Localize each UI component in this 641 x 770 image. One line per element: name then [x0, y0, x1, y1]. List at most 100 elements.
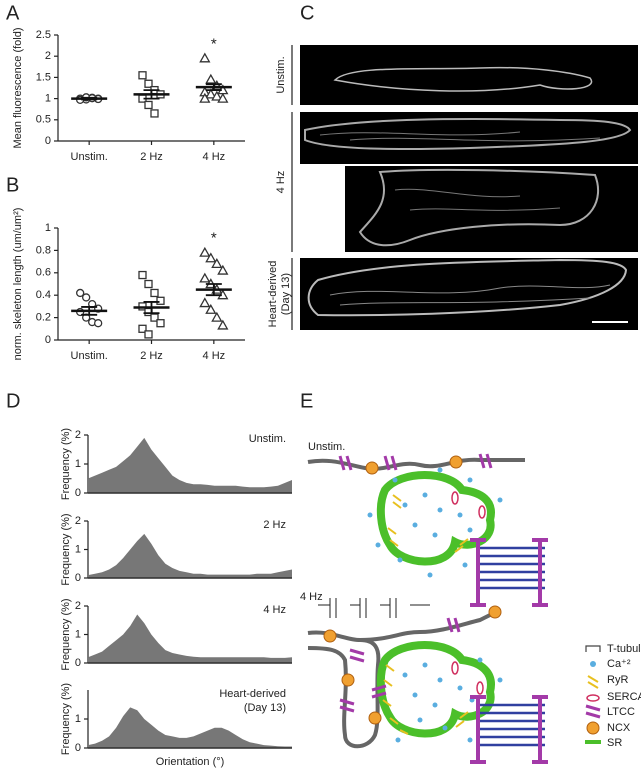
y-tick-label: 0 — [75, 742, 81, 754]
y-axis-label: Frequency (%) — [60, 513, 72, 585]
chart-subtitle: (Day 13) — [244, 702, 286, 714]
y-tick-label: 0 — [75, 487, 81, 499]
y-tick-label: 2 — [75, 600, 81, 612]
data-point — [150, 288, 159, 298]
y-tick-label: 1 — [75, 543, 81, 555]
micrographs — [291, 45, 638, 330]
data-point — [76, 288, 85, 298]
y-tick-label: 1 — [45, 222, 51, 234]
x-tick-label: 2 Hz — [140, 350, 163, 362]
y-tick-label: 2 — [75, 429, 81, 441]
y-axis-label: Frequency (%) — [60, 683, 72, 755]
data-point — [156, 296, 165, 305]
data-point — [199, 272, 211, 283]
data-point — [205, 303, 217, 314]
data-point — [205, 88, 217, 99]
image-label: Heart-derived — [267, 261, 279, 328]
data-point — [138, 71, 147, 80]
data-point — [150, 313, 159, 322]
legend-label: SR — [607, 737, 622, 749]
data-point — [156, 319, 165, 328]
legend-label: Ca⁺² — [607, 658, 631, 670]
y-tick-label: 0.2 — [36, 312, 51, 324]
y-tick-label: 0 — [45, 334, 51, 346]
data-point — [144, 330, 153, 339]
x-tick-label: Unstim. — [71, 350, 108, 362]
error-bar — [143, 89, 160, 100]
histogram-area — [88, 614, 292, 663]
y-tick-label: 0 — [75, 657, 81, 669]
data-point — [138, 270, 147, 280]
data-point — [150, 109, 159, 118]
histogram-area — [88, 707, 292, 748]
y-axis-label: Frequency (%) — [60, 598, 72, 670]
y-tick-label: 1 — [75, 713, 81, 725]
data-point — [217, 264, 229, 275]
x-tick-label: Unstim. — [71, 151, 108, 163]
chart-title: 4 Hz — [263, 604, 286, 616]
y-axis-label: norm. skeleton length (um/um²) — [12, 208, 24, 361]
condition-label: 4 Hz — [300, 591, 323, 603]
condition-label: Unstim. — [308, 441, 345, 453]
data-point — [217, 92, 229, 103]
data-point — [144, 100, 153, 110]
panel-label: B — [6, 174, 19, 196]
panel-label: A — [6, 2, 20, 24]
data-point — [138, 324, 147, 333]
image-label: (Day 13) — [280, 273, 292, 315]
data-point — [211, 258, 223, 268]
legend-label: T-tubule — [607, 643, 641, 655]
image-label: Unstim. — [275, 56, 287, 93]
y-tick-label: 1 — [75, 628, 81, 640]
error-bar — [81, 306, 98, 316]
data-point — [144, 79, 153, 88]
panel-label: D — [6, 390, 20, 412]
data-point — [205, 252, 217, 263]
data-point — [199, 52, 211, 63]
annotation: * — [211, 230, 217, 247]
y-axis-label: Frequency (%) — [60, 428, 72, 500]
data-point — [144, 279, 153, 289]
y-tick-label: 0.5 — [36, 114, 51, 126]
image-label: 4 Hz — [275, 171, 287, 194]
error-bar — [143, 301, 160, 315]
x-tick-label: 4 Hz — [203, 151, 226, 163]
panel-label: C — [300, 2, 314, 24]
data-point — [205, 73, 217, 84]
legend-label: SERCA — [607, 691, 641, 703]
data-point — [199, 297, 211, 308]
y-tick-label: 2 — [75, 515, 81, 527]
panel-label: E — [300, 390, 313, 412]
histogram-area — [88, 437, 292, 493]
error-bar — [205, 83, 222, 92]
data-point — [211, 311, 223, 322]
chart-title: Unstim. — [249, 433, 286, 445]
legend-label: LTCC — [607, 706, 635, 718]
y-tick-label: 0 — [75, 572, 81, 584]
y-tick-label: 0.4 — [36, 289, 51, 301]
legend-label: NCX — [607, 722, 631, 734]
y-tick-label: 1 — [45, 93, 51, 105]
chart-title: 2 Hz — [263, 519, 286, 531]
diagram — [307, 453, 601, 764]
data-point — [199, 92, 211, 103]
data-point — [94, 319, 103, 328]
histogram-area — [88, 533, 292, 578]
legend-label: RyR — [607, 674, 628, 686]
x-tick-label: 4 Hz — [203, 350, 226, 362]
data-point — [82, 293, 91, 302]
annotation: * — [211, 35, 217, 52]
x-axis-label: Orientation (°) — [156, 756, 225, 768]
y-tick-label: 0.8 — [36, 244, 51, 256]
error-bar — [81, 96, 98, 101]
data-point — [199, 246, 211, 257]
data-point — [211, 90, 223, 101]
chart-title: Heart-derived — [219, 688, 286, 700]
data-point — [217, 319, 229, 330]
y-tick-label: 2.5 — [36, 29, 51, 41]
y-axis-label: Mean fluorescence (fold) — [12, 27, 24, 148]
y-tick-label: 1 — [75, 458, 81, 470]
y-tick-label: 0.6 — [36, 267, 51, 279]
y-tick-label: 2 — [45, 50, 51, 62]
